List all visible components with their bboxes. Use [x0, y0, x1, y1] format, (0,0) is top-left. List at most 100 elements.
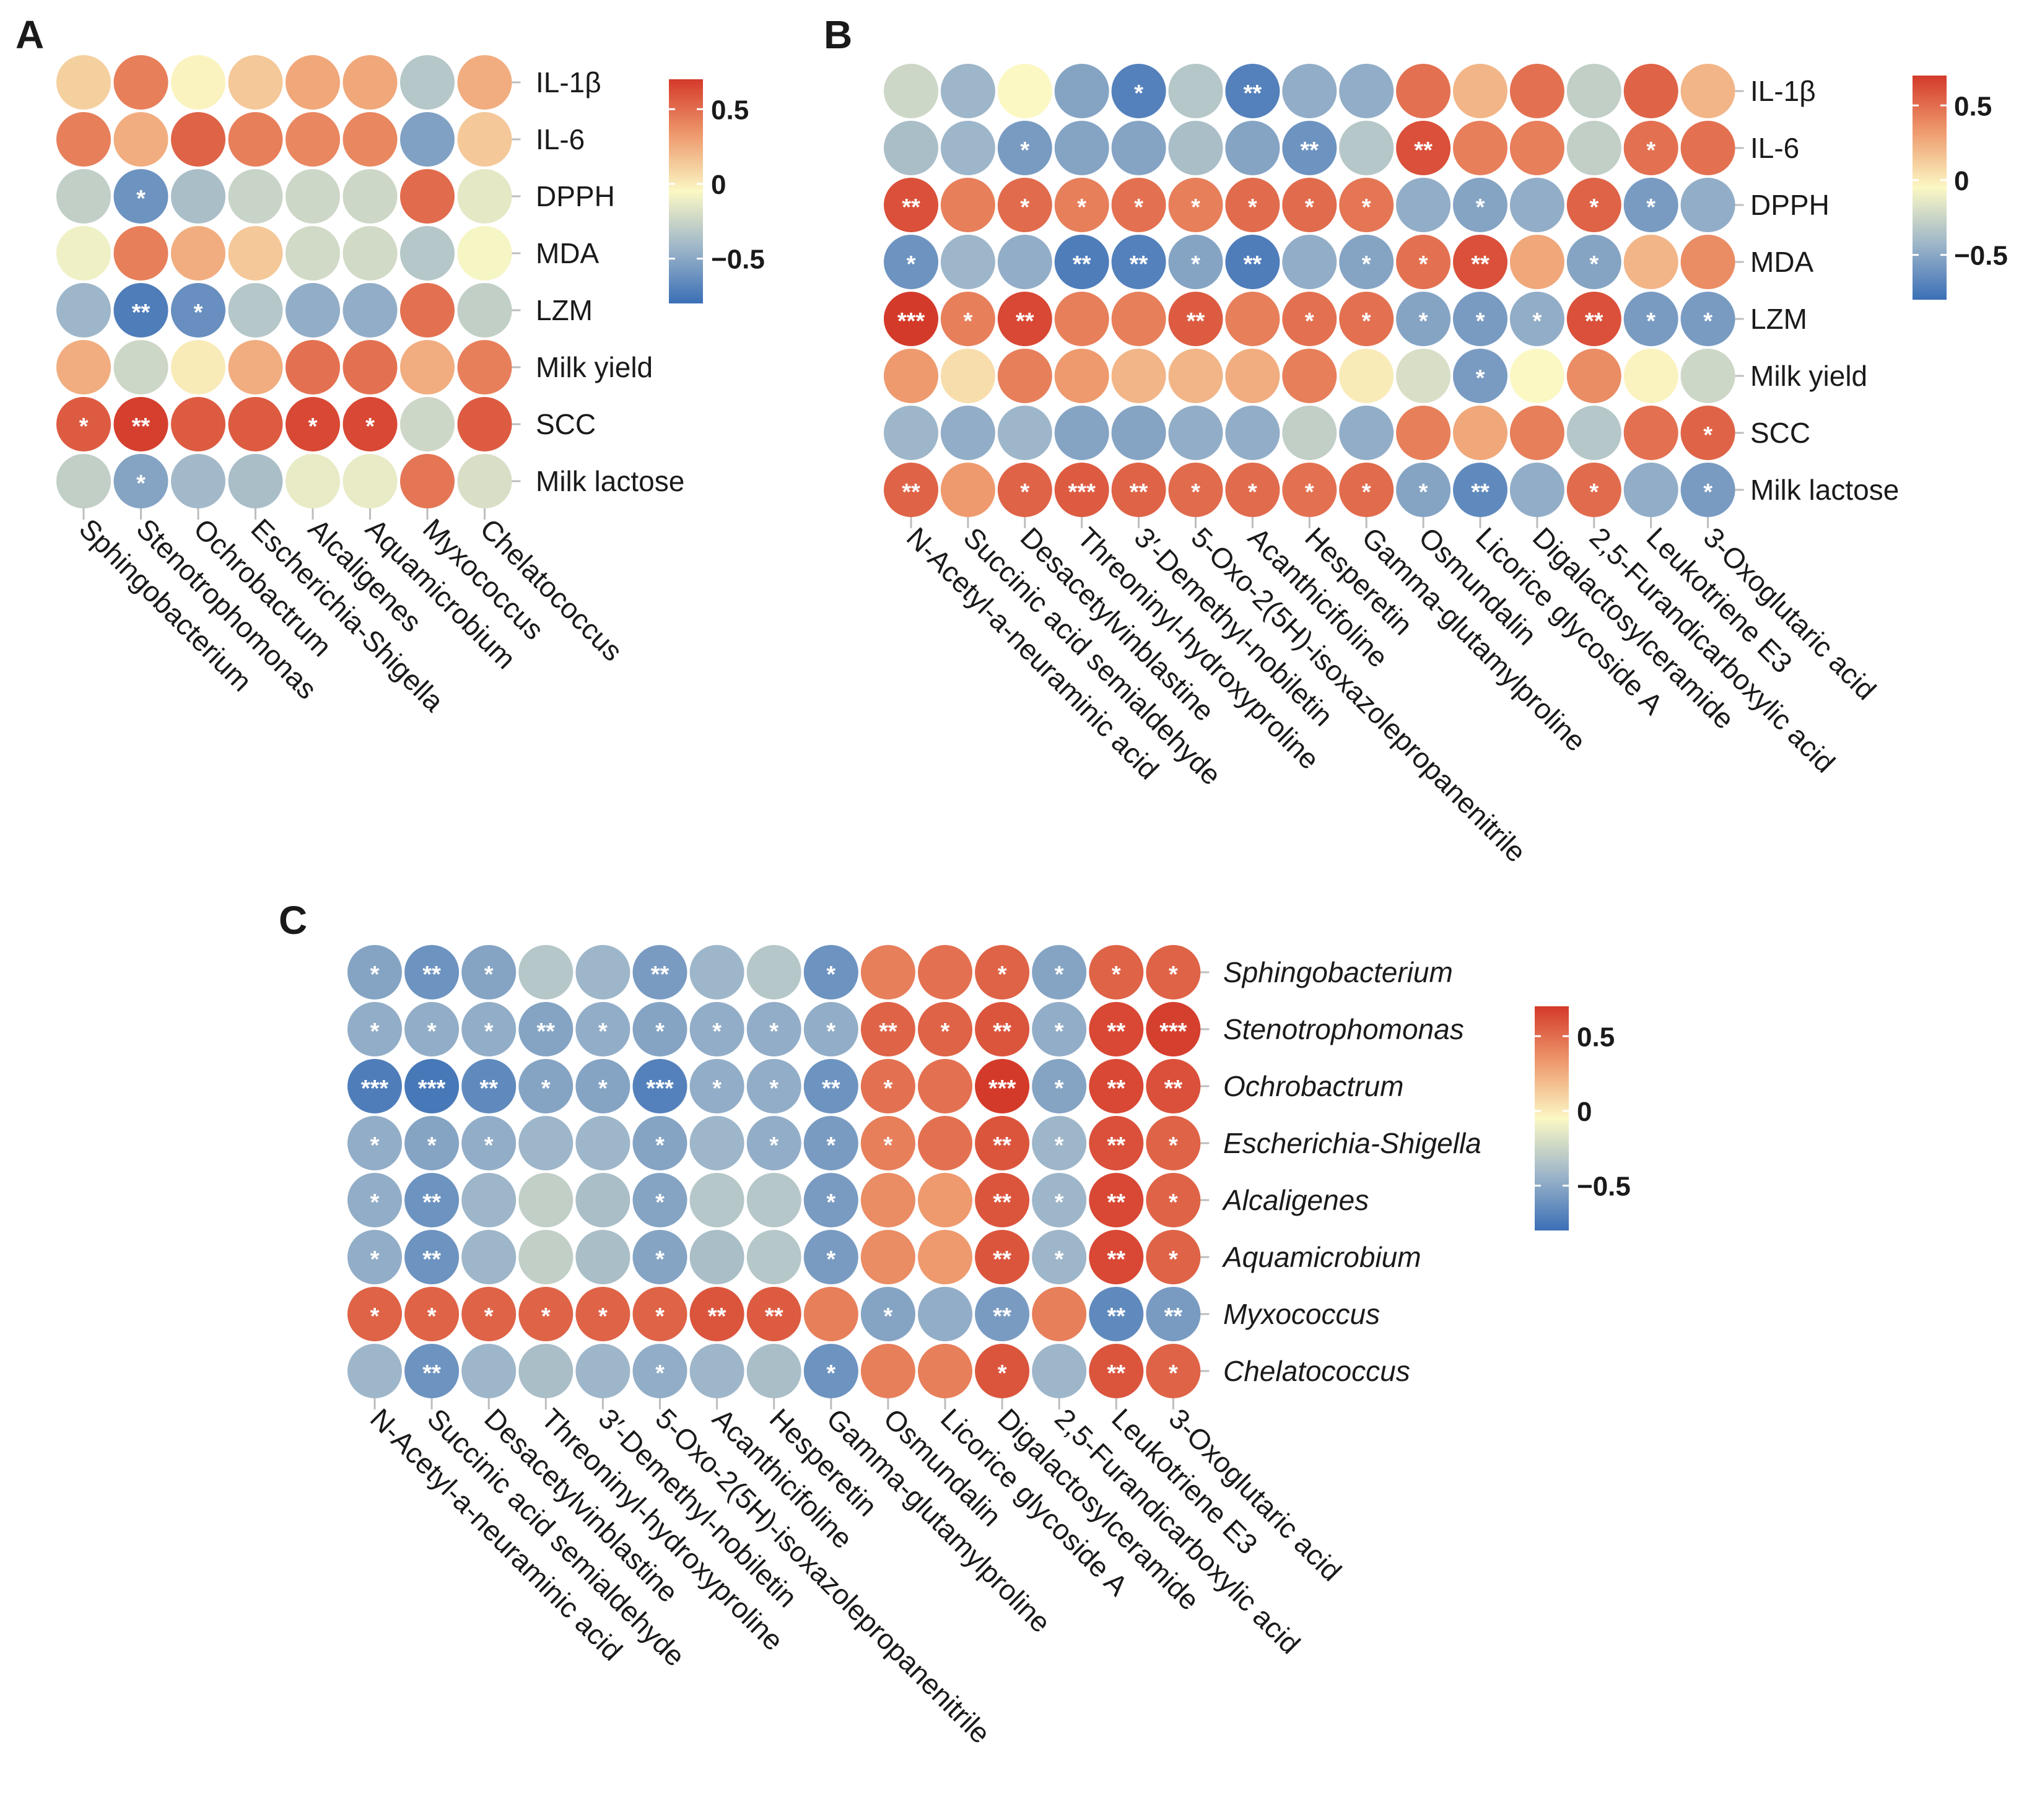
row-label-myxococcus: Myxococcus [1223, 1298, 1380, 1330]
heatmap-cell-milk-lactose-sphingobacterium [56, 454, 111, 508]
significance-stars: * [370, 1190, 380, 1216]
row-label-ochrobactrum: Ochrobactrum [1223, 1070, 1403, 1102]
heatmap-cell-alcaligenes-5-oxo-2-5h-isoxazolepropanenitrile [632, 1173, 687, 1227]
heatmap-cell-alcaligenes-3-demethyl-nobiletin [575, 1173, 630, 1227]
heatmap-cell-scc-osmundalin [1396, 406, 1451, 460]
heatmap-cell-ochrobactrum-5-oxo-2-5h-isoxazolepropanenitrile [632, 1059, 687, 1113]
significance-stars: * [1248, 479, 1257, 505]
significance-stars: ** [708, 1304, 726, 1330]
significance-stars: ** [902, 194, 920, 220]
heatmap-cell-dpph-digalactosylceramide [1509, 178, 1564, 232]
significance-stars: * [826, 1190, 835, 1216]
heatmap-cell-myxococcus-digalactosylceramide [975, 1287, 1030, 1341]
heatmap-cell-mda-sphingobacterium [56, 226, 111, 281]
heatmap-cell-chelatococcus-2-5-furandicarboxylic-acid [1032, 1344, 1087, 1398]
heatmap-cell-il-6-licorice-glycoside-a [1453, 121, 1507, 175]
heatmap-cell-lzm-licorice-glycoside-a [1453, 292, 1507, 346]
row-label-lzm: LZM [536, 294, 593, 326]
heatmap-cell-sphingobacterium-licorice-glycoside-a [918, 945, 972, 999]
heatmap-cell-mda-chelatococcus [457, 226, 512, 281]
heatmap-cell-mda-myxococcus [400, 226, 455, 281]
heatmap-cell-sphingobacterium-leukotriene-e3 [1089, 945, 1144, 999]
heatmap-cell-alcaligenes-osmundalin [860, 1173, 915, 1227]
significance-stars: * [769, 1133, 779, 1159]
heatmap-cell-dpph-threoninyl-hydroxyproline [1054, 178, 1109, 232]
significance-stars: * [655, 1019, 665, 1045]
heatmap-cell-il-6-gamma-glutamylproline [1339, 121, 1394, 175]
significance-stars: ** [1164, 1304, 1183, 1330]
heatmap-cell-dpph-3-oxoglutaric-acid [1680, 178, 1735, 232]
significance-stars: * [1191, 479, 1200, 505]
heatmap-cell-il-1-succinic-acid-semialdehyde [940, 64, 995, 118]
significance-stars: * [712, 1076, 722, 1102]
significance-stars: * [484, 962, 494, 988]
significance-stars: *** [897, 308, 925, 334]
significance-stars: ** [765, 1304, 783, 1330]
heatmap-cell-milk-yield-sphingobacterium [56, 340, 111, 394]
heatmap-cell-il-1-gamma-glutamylproline [1339, 64, 1394, 118]
heatmap-cell-scc-myxococcus [400, 397, 455, 451]
heatmap-cell-milk-lactose-acanthicifoline [1225, 463, 1280, 517]
significance-stars: ** [822, 1076, 840, 1102]
significance-stars: ** [1107, 1019, 1126, 1045]
colorbar-tick-label: −0.5 [1954, 241, 2008, 271]
heatmap-cell-stenotrophomonas-hesperetin [746, 1002, 801, 1056]
heatmap-cell-alcaligenes-3-oxoglutaric-acid [1146, 1173, 1201, 1227]
row-label-mda: MDA [1750, 246, 1814, 278]
significance-stars: ** [993, 1019, 1011, 1045]
heatmap-cell-chelatococcus-desacetylvinblastine [461, 1344, 517, 1398]
heatmap-cell-il-6-stenotrophomonas [113, 112, 168, 167]
heatmap-cell-escherichia-shigella-3-demethyl-nobiletin [575, 1116, 630, 1170]
heatmap-cell-lzm-hesperetin [1282, 292, 1337, 346]
significance-stars: * [1169, 962, 1178, 988]
significance-stars: * [484, 1019, 494, 1045]
heatmap-cell-dpph-stenotrophomonas [113, 169, 168, 224]
significance-stars: * [136, 186, 146, 212]
significance-stars: * [769, 1076, 779, 1102]
heatmap-cell-milk-yield-licorice-glycoside-a [1453, 349, 1507, 403]
heatmap-cell-lzm-2-5-furandicarboxylic-acid [1566, 292, 1621, 346]
significance-stars: * [1020, 194, 1029, 220]
heatmap-cell-escherichia-shigella-osmundalin [860, 1116, 915, 1170]
significance-stars: * [1248, 194, 1257, 220]
significance-stars: * [484, 1133, 494, 1159]
heatmap-cell-alcaligenes-succinic-acid-semialdehyde [404, 1173, 460, 1227]
heatmap-cell-scc-escherichia-shigella [228, 397, 283, 451]
significance-stars: * [1476, 308, 1485, 334]
significance-stars: * [598, 1019, 608, 1045]
significance-stars: * [1419, 308, 1428, 334]
heatmap-cell-mda-escherichia-shigella [228, 226, 283, 281]
row-label-escherichia-shigella: Escherichia-Shigella [1223, 1127, 1481, 1159]
heatmap-cell-sphingobacterium-5-oxo-2-5h-isoxazolepropanenitrile [632, 945, 687, 999]
heatmap-cell-il-6-aquamicrobium [342, 112, 398, 167]
heatmap-cell-stenotrophomonas-desacetylvinblastine [461, 1002, 517, 1056]
significance-stars: ** [1301, 137, 1319, 163]
heatmap-cell-lzm-osmundalin [1396, 292, 1451, 346]
heatmap-cell-ochrobactrum-osmundalin [860, 1059, 915, 1113]
heatmap-cell-ochrobactrum-3-oxoglutaric-acid [1146, 1059, 1201, 1113]
significance-stars: * [370, 1133, 380, 1159]
heatmap-cell-dpph-chelatococcus [457, 169, 512, 224]
significance-stars: * [1305, 479, 1314, 505]
significance-stars: ** [993, 1247, 1011, 1273]
significance-stars: ** [1164, 1076, 1183, 1102]
significance-stars: * [308, 414, 318, 440]
panel-b: B* *** ** ** *** * * * * * * * * * ** ** ** * ** * * ** **** * *… [824, 12, 2008, 868]
heatmap-cell-lzm-3-demethyl-nobiletin [1111, 292, 1166, 346]
heatmap-cell-stenotrophomonas-digalactosylceramide [975, 1002, 1030, 1056]
heatmap-cell-lzm-escherichia-shigella [228, 283, 283, 337]
significance-stars: * [1533, 308, 1542, 334]
significance-stars: ** [422, 1190, 441, 1216]
heatmap-cell-milk-lactose-alcaligenes [286, 454, 340, 508]
heatmap-cell-ochrobactrum-leukotriene-e3 [1089, 1059, 1144, 1113]
heatmap-cell-scc-aquamicrobium [342, 397, 398, 451]
heatmap-cell-scc-3-oxoglutaric-acid [1680, 406, 1735, 460]
heatmap-cell-milk-lactose-5-oxo-2-5h-isoxazolepropanenitrile [1168, 463, 1223, 517]
heatmap-cell-lzm-stenotrophomonas [113, 283, 168, 337]
heatmap-cell-milk-yield-2-5-furandicarboxylic-acid [1566, 349, 1621, 403]
heatmap-cell-alcaligenes-threoninyl-hydroxyproline [518, 1173, 574, 1227]
heatmap-cell-dpph-desacetylvinblastine [997, 178, 1052, 232]
heatmap-cell-chelatococcus-hesperetin [746, 1344, 801, 1398]
heatmap-cell-aquamicrobium-succinic-acid-semialdehyde [404, 1230, 460, 1284]
